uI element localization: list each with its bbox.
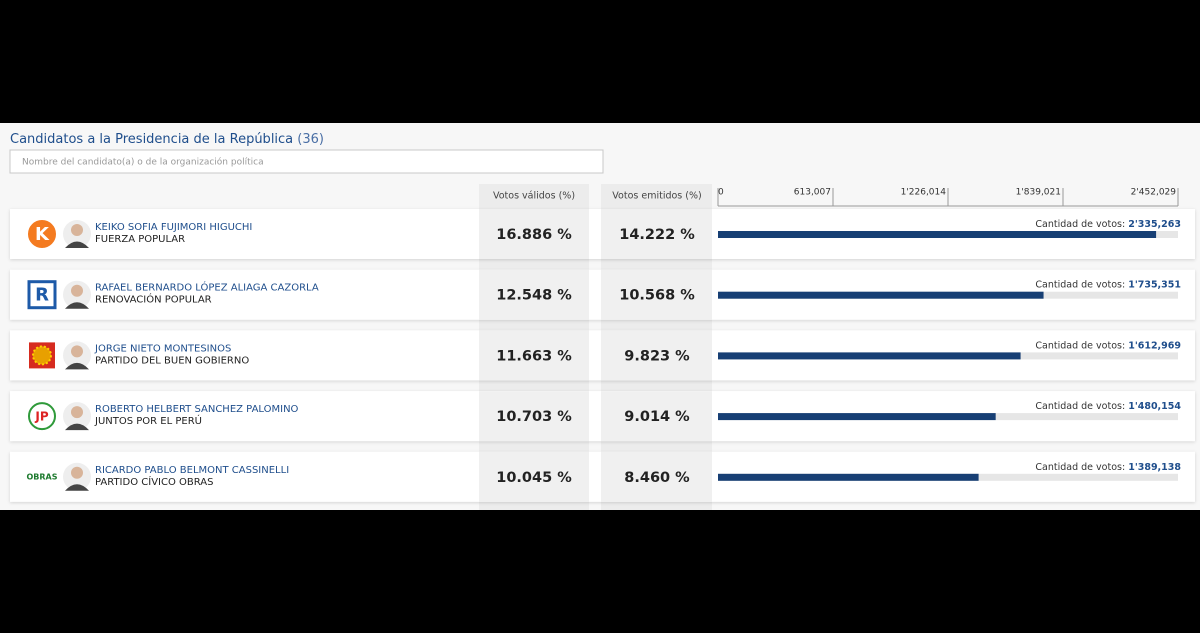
party-logo-bg	[27, 280, 57, 310]
valid-percent: 10.703 %	[496, 409, 572, 425]
votes-bar	[718, 413, 996, 421]
emitted-cell-bg	[601, 330, 712, 381]
column-header: Votos emitidos (%)	[612, 191, 701, 202]
photo-head	[71, 406, 83, 419]
axis-tick-label: 1'226,014	[901, 188, 947, 198]
votes-value: 1'612,969	[1128, 340, 1181, 351]
votes-label: Cantidad de votos: 1'735,351	[1035, 279, 1181, 290]
emitted-cell-bg	[601, 391, 712, 442]
axis-tick-label: 613,007	[794, 188, 831, 198]
photo-head	[71, 224, 83, 236]
votes-caption: Cantidad de votos:	[1035, 401, 1125, 412]
votes-caption: Cantidad de votos:	[1035, 279, 1125, 290]
votes-value: 1'389,138	[1128, 461, 1181, 472]
candidate-name: RAFAEL BERNARDO LÓPEZ ALIAGA CAZORLA	[95, 281, 319, 294]
votes-bar	[718, 473, 979, 481]
votes-caption: Cantidad de votos:	[1035, 461, 1125, 472]
search-placeholder: Nombre del candidato(a) o de la organiza…	[22, 157, 264, 168]
emitted-percent: 14.222 %	[619, 227, 695, 243]
photo-head	[71, 466, 83, 479]
photo-body	[65, 423, 89, 431]
party-name: PARTIDO DEL BUEN GOBIERNO	[95, 355, 249, 366]
party-logo: JP	[34, 410, 48, 424]
votes-caption: Cantidad de votos:	[1035, 340, 1125, 351]
votes-bar	[718, 352, 1021, 360]
candidate-name: ROBERTO HELBERT SANCHEZ PALOMINO	[95, 404, 299, 415]
emitted-percent: 9.823 %	[624, 348, 690, 364]
votes-value: 1'735,351	[1128, 279, 1181, 290]
photo-body	[65, 241, 89, 248]
party-name: JUNTOS POR EL PERÚ	[94, 414, 202, 427]
party-name: PARTIDO CÍVICO OBRAS	[95, 475, 213, 488]
party-logo-bg	[28, 402, 56, 431]
valid-percent: 16.886 %	[496, 227, 572, 243]
photo-head	[71, 345, 83, 358]
emitted-cell-bg	[601, 269, 712, 320]
votes-value: 2'335,263	[1128, 219, 1181, 230]
emitted-percent: 9.014 %	[624, 409, 690, 425]
party-logo	[32, 345, 52, 366]
candidate-name: RICARDO PABLO BELMONT CASSINELLI	[95, 465, 289, 476]
votes-label: Cantidad de votos: 1'480,154	[1035, 401, 1181, 412]
votes-caption: Cantidad de votos:	[1035, 219, 1125, 230]
column-header: Votos válidos (%)	[493, 191, 575, 202]
axis-tick-label: 2'452,029	[1131, 188, 1177, 198]
party-logo: R	[35, 285, 49, 306]
photo-head	[71, 284, 83, 297]
valid-percent: 12.548 %	[496, 288, 572, 304]
party-logo-bg	[28, 220, 56, 248]
party-name: RENOVACIÓN POPULAR	[95, 293, 212, 306]
votes-value: 1'480,154	[1128, 401, 1181, 412]
emitted-cell-bg	[601, 451, 712, 502]
title-text: Candidatos a la Presidencia de la Repúbl…	[10, 132, 293, 147]
valid-cell-bg	[479, 391, 589, 442]
party-logo: OBRAS	[26, 472, 57, 481]
photo-body	[65, 302, 89, 309]
votes-label: Cantidad de votos: 1'612,969	[1035, 340, 1181, 351]
emitted-percent: 10.568 %	[619, 288, 695, 304]
votes-bar	[718, 291, 1044, 299]
valid-percent: 10.045 %	[496, 470, 572, 486]
axis-tick-label: 0	[718, 188, 724, 198]
valid-cell-bg	[479, 269, 589, 320]
party-name: FUERZA POPULAR	[95, 234, 185, 245]
candidate-name: KEIKO SOFIA FUJIMORI HIGUCHI	[95, 222, 252, 233]
axis-tick-label: 1'839,021	[1016, 188, 1061, 198]
valid-cell-bg	[479, 451, 589, 502]
count: (36)	[297, 132, 324, 147]
votes-label: Cantidad de votos: 1'389,138	[1035, 461, 1181, 472]
emitted-percent: 8.460 %	[624, 470, 690, 486]
candidate-name: JORGE NIETO MONTESINOS	[94, 343, 231, 354]
valid-cell-bg	[479, 209, 589, 259]
photo-body	[65, 362, 89, 370]
photo-body	[65, 484, 89, 491]
votes-label: Cantidad de votos: 2'335,263	[1035, 219, 1181, 230]
search-box[interactable]	[9, 149, 604, 174]
party-logo: K	[35, 224, 50, 245]
valid-cell-bg	[479, 330, 589, 381]
emitted-cell-bg	[601, 209, 712, 259]
votes-bar	[718, 231, 1157, 238]
title: Candidatos a la Presidencia de la Repúbl…	[10, 132, 324, 147]
valid-percent: 11.663 %	[496, 348, 572, 364]
